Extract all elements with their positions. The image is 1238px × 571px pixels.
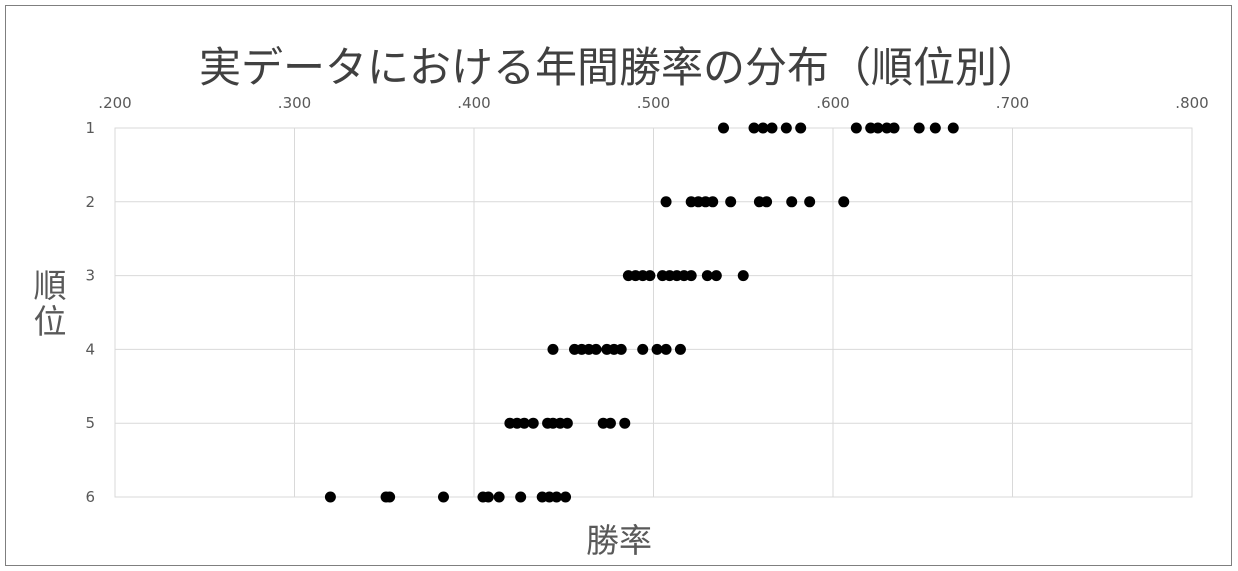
- data-point: [493, 491, 505, 503]
- x-tick-label: .700: [996, 94, 1029, 112]
- data-point: [651, 343, 663, 355]
- data-point: [872, 122, 884, 134]
- data-point: [560, 491, 572, 503]
- data-point: [737, 270, 749, 282]
- y-tick-label: 4: [85, 340, 95, 358]
- y-axis-label-char-2: 位: [34, 302, 67, 341]
- x-tick-label: .500: [637, 94, 670, 112]
- data-point: [850, 122, 862, 134]
- plot-area-border: [114, 127, 1193, 498]
- x-tick-label: .800: [1175, 94, 1208, 112]
- chart-title: 実データにおける年間勝率の分布（順位別）: [199, 43, 1039, 92]
- data-point: [766, 122, 778, 134]
- data-point: [384, 491, 396, 503]
- chart-frame: [5, 5, 1232, 566]
- data-point: [615, 343, 627, 355]
- data-point: [551, 491, 563, 503]
- y-tick-label: 2: [85, 193, 95, 211]
- data-point: [561, 417, 573, 429]
- y-axis-label: 順 位: [34, 266, 67, 341]
- data-point: [437, 491, 449, 503]
- data-point: [780, 122, 792, 134]
- y-tick-label: 1: [85, 119, 95, 137]
- data-point: [660, 343, 672, 355]
- x-tick-label: .300: [278, 94, 311, 112]
- data-point: [637, 343, 649, 355]
- grid-lines: [114, 127, 1193, 498]
- x-tick-label: .400: [457, 94, 490, 112]
- x-axis-label: 勝率: [586, 521, 652, 560]
- x-tick-label: .600: [816, 94, 849, 112]
- data-point: [604, 417, 616, 429]
- data-point: [518, 417, 530, 429]
- y-axis-label-char-1: 順: [34, 266, 67, 305]
- data-point: [795, 122, 807, 134]
- data-point: [685, 270, 697, 282]
- x-axis-tick-labels: .200 .300 .400 .500 .600 .700 .800: [98, 94, 1208, 112]
- data-point: [515, 491, 527, 503]
- data-point: [888, 122, 900, 134]
- data-point: [619, 417, 631, 429]
- data-point: [701, 270, 713, 282]
- data-point: [707, 196, 719, 208]
- y-axis-tick-labels: 1 2 3 4 5 6: [85, 119, 95, 506]
- x-tick-label: .200: [98, 94, 131, 112]
- data-point: [527, 417, 539, 429]
- data-point: [718, 122, 730, 134]
- data-points: [324, 122, 959, 503]
- data-point: [913, 122, 925, 134]
- data-point: [725, 196, 737, 208]
- data-point: [710, 270, 722, 282]
- data-point: [547, 343, 559, 355]
- y-tick-label: 6: [85, 488, 95, 506]
- data-point: [748, 122, 760, 134]
- data-point: [761, 196, 773, 208]
- data-point: [660, 196, 672, 208]
- data-point: [324, 491, 336, 503]
- data-point: [947, 122, 959, 134]
- data-point: [590, 343, 602, 355]
- y-tick-label: 5: [85, 414, 95, 432]
- data-point: [929, 122, 941, 134]
- data-point: [674, 343, 686, 355]
- data-point: [644, 270, 656, 282]
- data-point: [482, 491, 494, 503]
- y-tick-label: 3: [85, 267, 95, 285]
- data-point: [786, 196, 798, 208]
- data-point: [838, 196, 850, 208]
- data-point: [804, 196, 816, 208]
- data-point: [757, 122, 769, 134]
